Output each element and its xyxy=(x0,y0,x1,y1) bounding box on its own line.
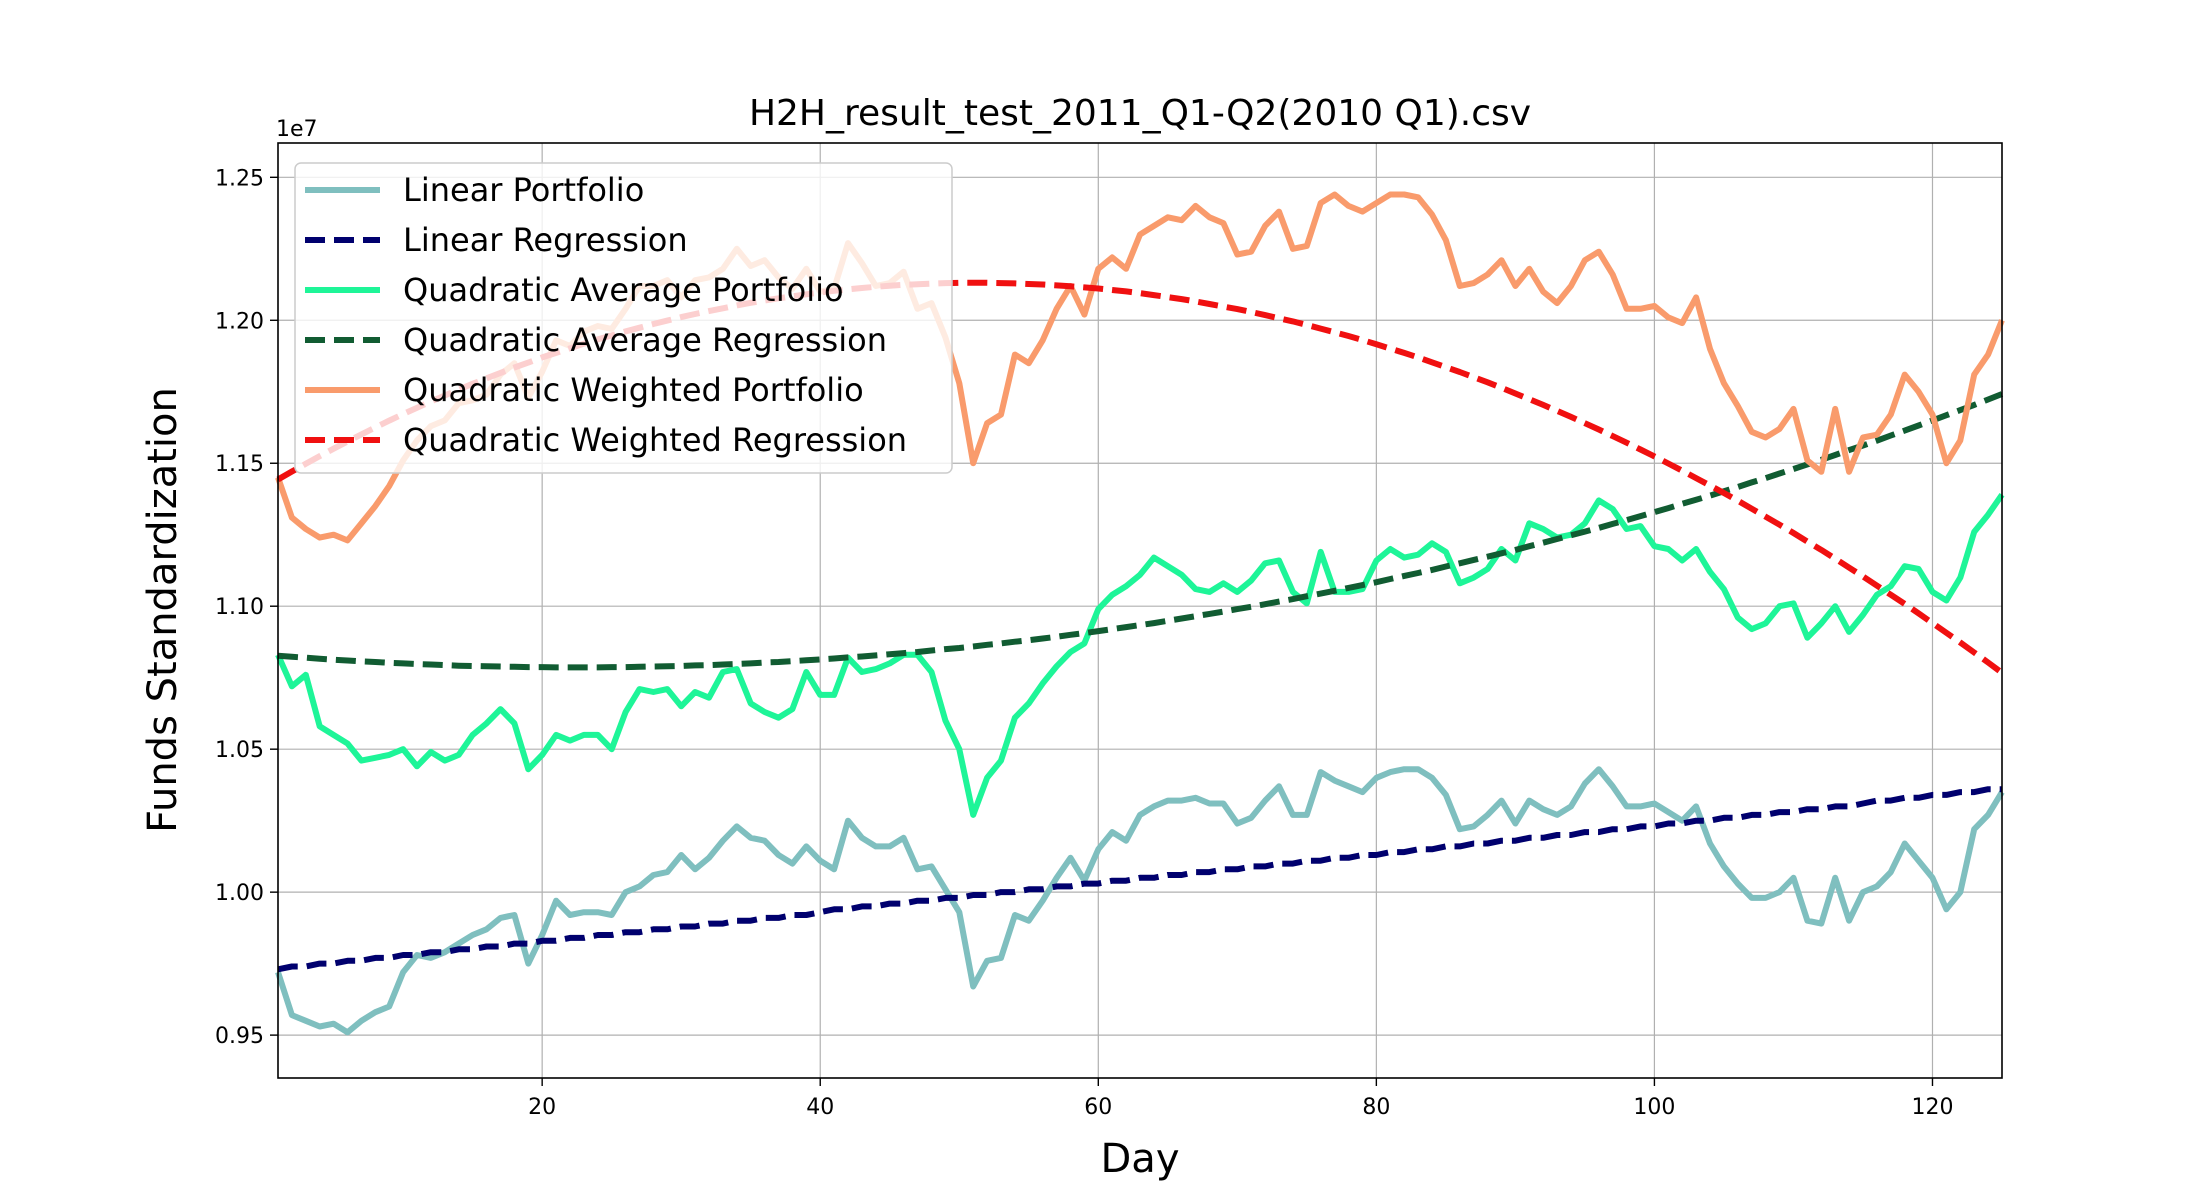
y-axis-label: Funds Standardization xyxy=(140,387,186,833)
x-tick-label: 40 xyxy=(806,1095,834,1120)
legend-label-1: Linear Regression xyxy=(403,221,688,259)
y-tick-label: 1.05 xyxy=(215,738,264,763)
y-tick-label: 0.95 xyxy=(215,1024,264,1049)
legend: Linear Portfolio Linear Regression Quadrat… xyxy=(294,162,953,474)
legend-label-0: Linear Portfolio xyxy=(403,171,644,209)
x-tick-label: 100 xyxy=(1633,1095,1675,1120)
x-tick-label: 120 xyxy=(1911,1095,1953,1120)
legend-label-4: Quadratic Weighted Portfolio xyxy=(403,371,864,409)
x-tick-label: 60 xyxy=(1084,1095,1112,1120)
series-line-2 xyxy=(275,492,2005,818)
x-axis-label: Day xyxy=(1101,1136,1180,1182)
y-tick-label: 1.10 xyxy=(215,595,264,620)
series-line-3 xyxy=(277,391,2004,671)
x-tick-label: 80 xyxy=(1362,1095,1390,1120)
x-tick-label: 20 xyxy=(528,1095,556,1120)
legend-label-2: Quadratic Average Portfolio xyxy=(403,271,844,309)
chart-title: H2H_result_test_2011_Q1-Q2(2010 Q1).csv xyxy=(749,93,1531,134)
series-line-5 xyxy=(276,279,2004,676)
legend-label-5: Quadratic Weighted Regression xyxy=(403,421,907,459)
legend-box xyxy=(294,162,953,474)
y-axis-ticks: 0.95 1.00 1.05 1.10 1.15 1.20 1.25 xyxy=(215,166,278,1049)
legend-label-3: Quadratic Average Regression xyxy=(403,321,887,359)
y-offset-label: 1e7 xyxy=(276,117,318,142)
y-tick-label: 1.20 xyxy=(215,309,264,334)
plot-frame xyxy=(277,142,2003,1079)
series-line-0 xyxy=(275,766,2005,1036)
y-tick-label: 1.25 xyxy=(215,166,264,191)
x-axis-ticks: 20 40 60 80 100 120 xyxy=(528,1078,1953,1120)
y-tick-label: 1.15 xyxy=(215,452,264,477)
series-line-1 xyxy=(277,786,2002,973)
y-tick-label: 1.00 xyxy=(215,881,264,906)
